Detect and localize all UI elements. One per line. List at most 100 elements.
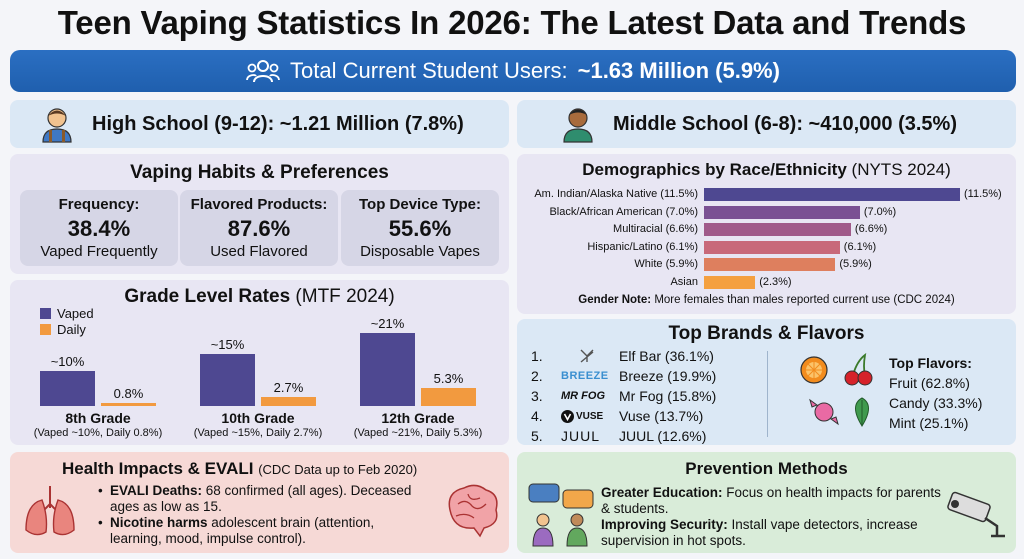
brand-label: Breeze (19.9%)	[619, 368, 717, 384]
legend-vaped: Vaped	[40, 306, 94, 321]
grade-chart-title: Grade Level Rates	[124, 286, 291, 307]
brand-num: 3.	[531, 388, 543, 404]
health-panel: Health Impacts & EVALI (CDC Data up to F…	[10, 452, 509, 553]
health-item: EVALI Deaths: 68 confirmed (all ages). D…	[98, 483, 418, 515]
demographics-panel: Demographics by Race/Ethnicity (NYTS 202…	[517, 154, 1016, 314]
demo-category-label: Multiracial (6.6%)	[613, 223, 698, 235]
banner-label: Total Current Student Users:	[290, 58, 568, 83]
category-label: 8th Grade	[65, 410, 131, 426]
mint-icon	[855, 397, 869, 427]
category-note: (Vaped ~21%, Daily 5.3%)	[353, 427, 483, 439]
demo-bar-value: (6.6%)	[854, 223, 888, 235]
habits-panel: Vaping Habits & Preferences Frequency: 3…	[10, 154, 509, 274]
category-note: (Vaped ~15%, Daily 2.7%)	[193, 427, 323, 439]
camera-icon	[947, 491, 1005, 538]
stat-value: 55.6%	[388, 216, 452, 241]
vuse-logo-text: VUSE	[576, 410, 604, 422]
prevention-item-text: Focus on health impacts for parents & st…	[601, 485, 941, 516]
health-list: EVALI Deaths: 68 confirmed (all ages). D…	[98, 483, 418, 547]
bar-value-label: ~10%	[50, 354, 85, 370]
cherry-icon	[844, 353, 873, 386]
brand-num: 5.	[531, 428, 543, 444]
chat-icon	[528, 483, 594, 547]
health-title: Health Impacts & EVALI	[62, 459, 254, 478]
vuse-v-icon	[561, 409, 574, 423]
brand-label: Vuse (13.7%)	[619, 408, 704, 424]
prevention-item-bold: Greater Education:	[601, 485, 723, 500]
middle-school-header: Middle School (6-8): ~410,000 (3.5%)	[517, 100, 1016, 148]
brand-row: 1. Elf Bar (36.1%)	[531, 348, 714, 364]
demo-title-row: Demographics by Race/Ethnicity (NYTS 202…	[517, 160, 1016, 180]
health-item-bold: EVALI Deaths:	[110, 483, 203, 498]
stat-sub: Vaped Frequently	[40, 243, 158, 260]
high-school-label: High School (9-12): ~1.21 Million (7.8%)	[92, 112, 464, 135]
prevention-item-text: Install vape detectors, increase supervi…	[601, 517, 918, 548]
gender-note-text: More females than males reported current…	[654, 294, 955, 306]
flavor-item: Fruit (62.8%)	[889, 375, 970, 391]
bar-value-label: ~21%	[370, 316, 405, 332]
demo-bar-value: (11.5%)	[964, 188, 1002, 200]
flavor-item: Mint (25.1%)	[889, 415, 969, 431]
demo-title: Demographics by Race/Ethnicity	[582, 160, 847, 179]
bar-daily	[101, 403, 156, 406]
brand-num: 4.	[531, 408, 543, 424]
bar-value-label: ~15%	[210, 337, 245, 353]
gender-note-bold: Gender Note:	[578, 294, 652, 306]
stat-frequency: Frequency: 38.4% Vaped Frequently	[20, 190, 178, 266]
brand-row: 2. BREEZE Breeze (19.9%)	[531, 368, 716, 384]
legend-swatch-daily	[40, 324, 51, 335]
middle-school-label: Middle School (6-8): ~410,000 (3.5%)	[613, 112, 957, 135]
demo-category-label: Asian	[670, 275, 698, 288]
banner-value: ~1.63 Million (5.9%)	[577, 58, 780, 83]
brand-label: Mr Fog (15.8%)	[619, 388, 717, 404]
stat-value: 38.4%	[67, 216, 131, 241]
juul-logo: JUUL	[561, 428, 601, 444]
demo-category-label: Black/African American (7.0%)	[549, 205, 698, 218]
brand-row: 3. MR FOG Mr Fog (15.8%)	[531, 388, 716, 404]
flavors-title: Top Flavors:	[889, 355, 972, 371]
stat-sub: Disposable Vapes	[360, 243, 480, 260]
stat-heading: Frequency:	[58, 196, 140, 213]
bar-daily	[261, 396, 316, 406]
health-title-row: Health Impacts & EVALI (CDC Data up to F…	[62, 459, 417, 479]
mrfog-logo: MR FOG	[561, 390, 605, 402]
high-school-header: High School (9-12): ~1.21 Million (7.8%)	[10, 100, 509, 148]
grade-chart-subtitle: (MTF 2024)	[295, 286, 395, 307]
gender-note: Gender Note: More females than males rep…	[517, 294, 1016, 306]
demo-bar	[704, 223, 851, 236]
demo-bar	[704, 205, 860, 219]
orange-icon	[800, 356, 828, 384]
category-label: 12th Grade	[381, 410, 455, 426]
lungs-icon	[25, 486, 75, 536]
stat-sub: Used Flavored	[210, 243, 308, 260]
prevention-title: Prevention Methods	[685, 459, 848, 478]
brand-num: 2.	[531, 368, 543, 384]
stat-device: Top Device Type: 55.6% Disposable Vapes	[341, 190, 499, 266]
health-item-bold: Nicotine harms	[110, 515, 208, 530]
brands-panel: Top Brands & Flavors 1. Elf Bar (36.1%) …	[517, 319, 1016, 445]
users-icon	[246, 60, 280, 83]
bar-value-label: 0.8%	[113, 386, 144, 402]
student-icon	[42, 108, 72, 143]
stat-flavored: Flavored Products: 87.6% Used Flavored	[180, 190, 338, 266]
brand-label: Elf Bar (36.1%)	[619, 348, 714, 364]
stat-heading: Top Device Type:	[359, 196, 481, 213]
category-label: 10th Grade	[221, 410, 295, 426]
vuse-logo: VUSE	[561, 409, 613, 423]
legend-swatch-vaped	[40, 308, 51, 319]
brand-row: 4. VUSE Vuse (13.7%)	[531, 408, 703, 424]
total-users-banner: Total Current Student Users: ~1.63 Milli…	[10, 50, 1016, 92]
legend-daily: Daily	[40, 322, 86, 337]
health-item-text: adolescent brain (attention, learning, m…	[110, 515, 375, 546]
bar-daily	[421, 387, 476, 406]
demo-bar-value: (7.0%)	[863, 205, 897, 218]
stat-heading: Flavored Products:	[190, 196, 328, 213]
demo-bar-value: (6.1%)	[843, 240, 877, 253]
prevention-panel: Prevention Methods Greater Education: Fo…	[517, 452, 1016, 553]
grade-chart-panel: Grade Level Rates (MTF 2024) Vaped Daily…	[10, 280, 509, 445]
demo-bar-value: (5.9%)	[839, 258, 872, 270]
brain-icon	[448, 484, 498, 538]
prevention-item: Improving Security: Install vape detecto…	[601, 517, 941, 549]
brands-divider	[767, 351, 768, 437]
bar-value-label: 2.7%	[273, 379, 304, 395]
